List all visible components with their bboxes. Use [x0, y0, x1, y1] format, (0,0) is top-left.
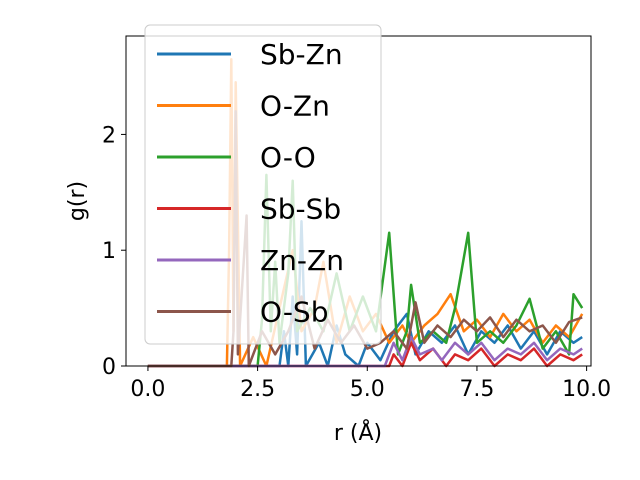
legend: Sb-Zn O-Zn O-O Sb-Sb Zn-Zn O-Sb	[144, 24, 382, 345]
x-axis: 0.0 2.5 5.0 7.5 10.0	[130, 366, 611, 402]
legend-label: Zn-Zn	[260, 244, 344, 277]
legend-item-zn-zn: Zn-Zn	[157, 244, 344, 277]
legend-item-sb-sb: Sb-Sb	[157, 193, 341, 226]
legend-label: O-O	[260, 141, 316, 174]
x-tick-label: 5.0	[350, 377, 385, 402]
x-tick-label: 2.5	[240, 377, 275, 402]
x-tick-label: 10.0	[562, 377, 611, 402]
y-tick-label: 0	[102, 355, 116, 380]
legend-label: O-Zn	[260, 90, 330, 123]
legend-label: Sb-Sb	[260, 193, 341, 226]
y-tick-label: 1	[102, 239, 116, 264]
series-line-zn-zn	[147, 335, 583, 368]
legend-item-sb-zn: Sb-Zn	[157, 38, 343, 71]
x-axis-label: r (Å)	[334, 419, 382, 446]
y-axis: 0 1 2	[102, 123, 126, 380]
legend-label: O-Sb	[260, 296, 328, 329]
y-tick-label: 2	[102, 123, 116, 148]
legend-item-o-o: O-O	[157, 141, 316, 174]
y-axis-label: g(r)	[65, 181, 90, 221]
legend-item-o-sb: O-Sb	[157, 296, 328, 329]
legend-label: Sb-Zn	[260, 38, 343, 71]
legend-item-o-zn: O-Zn	[157, 90, 330, 123]
x-tick-label: 7.5	[459, 377, 494, 402]
x-tick-label: 0.0	[130, 377, 165, 402]
